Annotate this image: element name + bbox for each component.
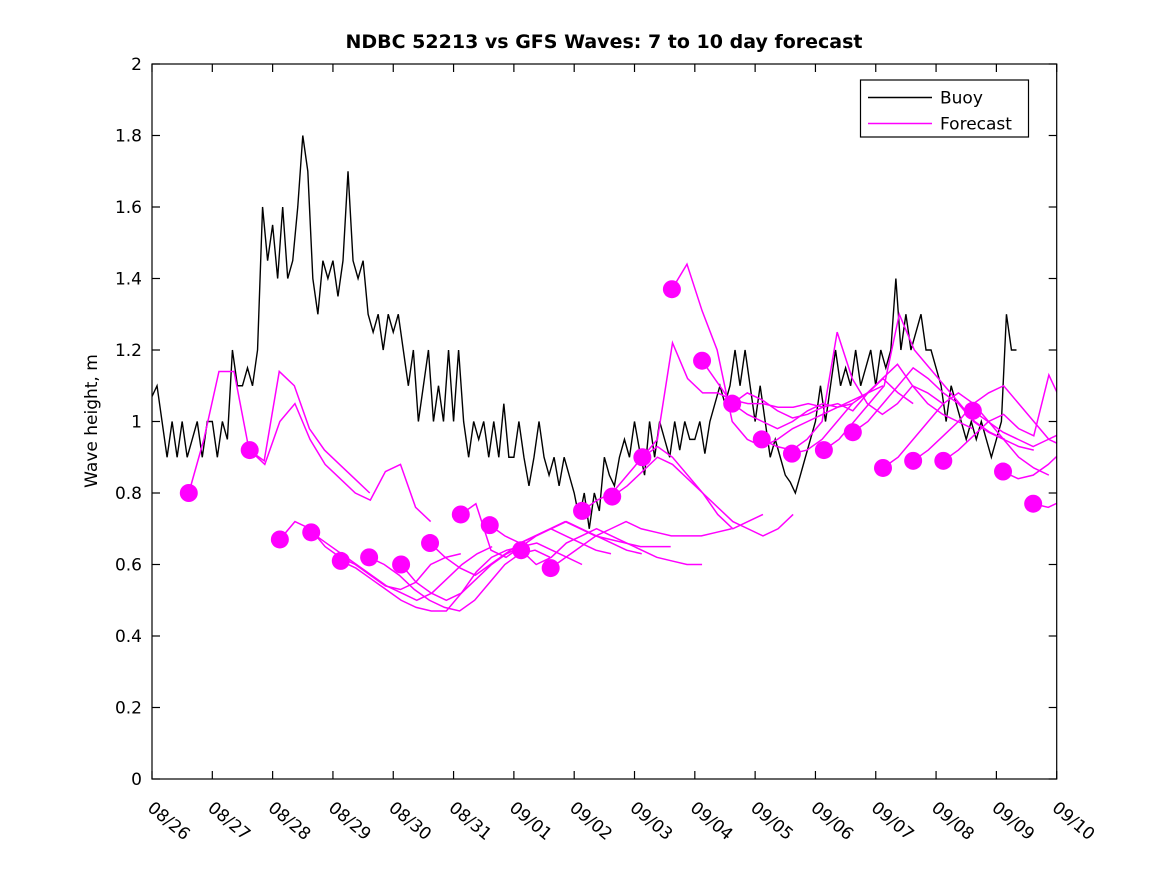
axes-layer: 08/26 08/27 08/28 08/29 08/30 08/31 09/01 09/02… — [115, 55, 1098, 845]
forecast-line — [611, 456, 794, 537]
forecast-start-marker — [451, 505, 470, 524]
forecast-line — [882, 391, 1050, 476]
x-tick-label: 08/28 — [264, 798, 314, 845]
x-tick-label: 09/07 — [867, 798, 917, 845]
forecast-line — [942, 372, 1057, 462]
legend: Buoy Forecast — [859, 79, 1030, 138]
forecast-line — [550, 520, 732, 569]
forecast-start-marker — [360, 548, 379, 567]
y-axis-label: Wave height, m — [82, 354, 102, 488]
y-tick-label: 0.4 — [115, 627, 142, 647]
x-tick-label: 09/04 — [686, 798, 736, 845]
x-tick-label: 09/10 — [1048, 798, 1098, 845]
y-tick-label: 1.2 — [115, 341, 142, 361]
forecast-start-marker — [904, 451, 923, 470]
y-tick-label: 0.6 — [115, 556, 142, 576]
forecast-start-marker — [723, 394, 742, 413]
y-tick-label: 0.8 — [115, 484, 142, 504]
x-tick-label: 08/30 — [385, 798, 435, 845]
forecast-line — [1002, 455, 1057, 480]
y-tick-label: 0.2 — [115, 699, 142, 719]
forecast-start-marker — [270, 530, 289, 549]
x-tick-label: 09/03 — [626, 798, 676, 845]
forecast-line — [581, 445, 764, 530]
y-tick-label: 1 — [131, 413, 142, 433]
forecast-start-marker — [662, 280, 681, 299]
forecast-start-marker — [179, 484, 198, 502]
forecast-start-marker — [752, 430, 771, 449]
forecast-start-marker — [843, 423, 862, 442]
x-tick-label: 09/08 — [927, 798, 977, 845]
forecast-start-marker — [421, 534, 440, 553]
forecast-line — [340, 545, 522, 612]
x-tick-label: 09/05 — [746, 798, 796, 845]
forecast-start-marker — [874, 458, 892, 477]
x-tick-label: 08/27 — [204, 798, 254, 845]
forecast-start-marker — [240, 441, 259, 460]
forecast-start-marker — [1024, 494, 1043, 513]
x-tick-label: 08/29 — [324, 798, 374, 845]
x-tick-label: 09/06 — [807, 798, 857, 845]
forecast-start-marker — [302, 523, 321, 542]
forecast-line — [520, 527, 703, 566]
forecast-start-marker — [994, 462, 1013, 481]
x-tick-label: 08/26 — [143, 798, 193, 845]
forecast-line — [912, 384, 1057, 462]
forecast-start-marker — [480, 516, 499, 535]
x-tick-label: 09/09 — [988, 798, 1038, 845]
forecast-start-marker — [392, 555, 411, 574]
buoy-line — [152, 135, 1017, 529]
y-tick-label: 2 — [131, 55, 142, 75]
forecast-line — [791, 363, 974, 455]
y-tick-label: 1.8 — [115, 127, 142, 147]
forecast-start-marker — [331, 551, 350, 570]
forecast-start-marker — [633, 448, 652, 467]
y-tick-label: 1.4 — [115, 270, 142, 290]
forecast-start-marker — [963, 401, 982, 420]
forecast-start-marker — [782, 444, 801, 463]
y-tick-label: 1.6 — [115, 198, 142, 218]
forecast-start-marker — [693, 351, 712, 370]
x-tick-label: 09/01 — [505, 798, 555, 845]
forecast-line — [972, 410, 1057, 448]
forecast-start-marker — [573, 501, 592, 520]
forecast-start-marker — [512, 541, 531, 560]
forecast-line — [188, 369, 371, 494]
y-tick-label: 0 — [131, 770, 142, 790]
series-layer — [152, 135, 1057, 612]
forecast-start-marker — [603, 487, 622, 506]
legend-box — [859, 79, 1030, 138]
forecast-start-marker — [541, 559, 560, 578]
legend-forecast-label: Forecast — [940, 115, 1012, 135]
plot-frame — [151, 63, 1058, 780]
x-tick-label: 09/02 — [565, 798, 615, 845]
chart-title: NDBC 52213 vs GFS Waves: 7 to 10 day for… — [345, 31, 862, 53]
forecast-start-marker — [934, 451, 953, 470]
legend-buoy-label: Buoy — [940, 89, 983, 109]
forecast-start-marker — [814, 441, 833, 460]
x-tick-label: 08/31 — [445, 798, 495, 845]
forecast-line — [249, 402, 432, 523]
